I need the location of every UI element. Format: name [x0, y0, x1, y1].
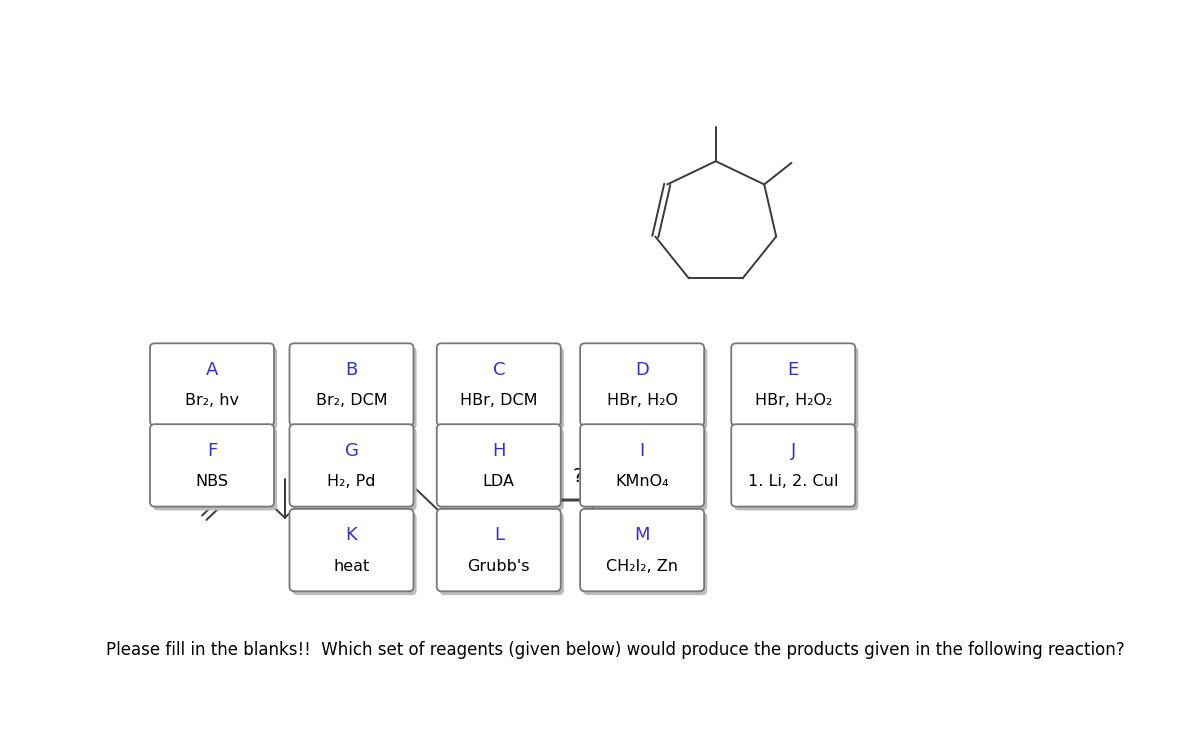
FancyBboxPatch shape: [289, 424, 414, 506]
Text: LDA: LDA: [482, 474, 515, 489]
FancyBboxPatch shape: [293, 428, 416, 510]
FancyBboxPatch shape: [437, 344, 560, 426]
Text: Br₂, DCM: Br₂, DCM: [316, 393, 388, 408]
Text: H: H: [492, 442, 505, 459]
FancyBboxPatch shape: [580, 344, 704, 426]
FancyBboxPatch shape: [731, 344, 856, 426]
Text: Grubb's: Grubb's: [468, 559, 530, 574]
Text: HBr, H₂O: HBr, H₂O: [607, 393, 678, 408]
FancyBboxPatch shape: [293, 347, 416, 429]
FancyBboxPatch shape: [583, 428, 707, 510]
FancyBboxPatch shape: [154, 347, 277, 429]
Text: NBS: NBS: [196, 474, 228, 489]
Text: L: L: [493, 526, 504, 545]
Text: E: E: [787, 361, 799, 379]
Text: HBr, H₂O₂: HBr, H₂O₂: [755, 393, 832, 408]
FancyBboxPatch shape: [154, 428, 277, 510]
FancyBboxPatch shape: [150, 424, 274, 506]
FancyBboxPatch shape: [583, 347, 707, 429]
FancyBboxPatch shape: [580, 424, 704, 506]
Text: C: C: [492, 361, 505, 379]
Text: HBr, DCM: HBr, DCM: [460, 393, 538, 408]
Text: Br₂, hv: Br₂, hv: [185, 393, 239, 408]
FancyBboxPatch shape: [734, 428, 858, 510]
FancyBboxPatch shape: [583, 513, 707, 595]
FancyBboxPatch shape: [580, 509, 704, 592]
Text: M: M: [635, 526, 650, 545]
Text: B: B: [346, 361, 358, 379]
FancyBboxPatch shape: [150, 344, 274, 426]
FancyBboxPatch shape: [440, 347, 564, 429]
FancyBboxPatch shape: [731, 424, 856, 506]
Text: H₂, Pd: H₂, Pd: [328, 474, 376, 489]
FancyBboxPatch shape: [440, 428, 564, 510]
FancyBboxPatch shape: [293, 513, 416, 595]
Text: D: D: [635, 361, 649, 379]
FancyBboxPatch shape: [437, 509, 560, 592]
FancyBboxPatch shape: [437, 424, 560, 506]
FancyBboxPatch shape: [289, 344, 414, 426]
Text: 1. Li, 2. CuI: 1. Li, 2. CuI: [748, 474, 839, 489]
Text: Please fill in the blanks!!  Which set of reagents (given below) would produce t: Please fill in the blanks!! Which set of…: [106, 641, 1124, 659]
FancyBboxPatch shape: [289, 509, 414, 592]
Text: A: A: [206, 361, 218, 379]
Text: J: J: [791, 442, 796, 459]
Text: G: G: [344, 442, 359, 459]
Text: KMnO₄: KMnO₄: [616, 474, 668, 489]
FancyBboxPatch shape: [440, 513, 564, 595]
Text: F: F: [206, 442, 217, 459]
Text: ?: ?: [574, 467, 583, 486]
Text: heat: heat: [334, 559, 370, 574]
Text: I: I: [640, 442, 644, 459]
Text: K: K: [346, 526, 358, 545]
FancyBboxPatch shape: [734, 347, 858, 429]
Text: CH₂I₂, Zn: CH₂I₂, Zn: [606, 559, 678, 574]
